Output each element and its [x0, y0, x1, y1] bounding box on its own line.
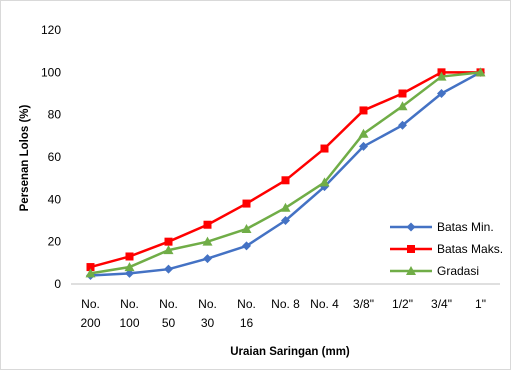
legend-label: Batas Min.	[437, 220, 494, 234]
data-point-batas-maks	[164, 237, 173, 246]
legend-label: Gradasi	[437, 264, 479, 278]
data-point-gradasi	[475, 67, 486, 77]
chart-frame	[0, 0, 511, 370]
y-tick-label: 0	[54, 277, 61, 291]
data-point-gradasi	[163, 245, 174, 255]
legend-swatch-marker	[407, 245, 415, 253]
data-point-batas-maks	[125, 252, 134, 261]
legend-item-batas-min: Batas Min.	[390, 220, 494, 234]
x-axis-title: Uraian Saringan (mm)	[230, 346, 350, 358]
y-tick-label: 40	[48, 192, 62, 206]
data-point-batas-min	[281, 216, 290, 225]
y-tick-label: 20	[48, 235, 62, 249]
legend-item-batas-maks: Batas Maks.	[390, 242, 503, 256]
series-gradasi	[85, 67, 486, 278]
data-point-batas-min	[125, 268, 134, 278]
series-layer	[85, 67, 486, 281]
data-point-batas-maks	[281, 176, 290, 185]
y-tick-label: 80	[48, 108, 62, 122]
legend-swatch-marker	[406, 222, 416, 232]
x-tick-label: 1/2"	[392, 297, 413, 311]
data-point-batas-maks	[203, 220, 212, 229]
legend-swatch-marker	[406, 266, 416, 275]
data-point-batas-min	[164, 264, 173, 274]
data-point-batas-maks	[359, 106, 368, 115]
data-point-batas-min	[203, 254, 212, 264]
y-axis-title: Persenan Lolos (%)	[19, 104, 31, 211]
data-point-batas-maks	[242, 199, 251, 208]
data-point-batas-min	[242, 241, 251, 251]
x-tick-label: 1"	[475, 297, 486, 311]
x-tick-label: No. 30	[198, 297, 217, 330]
x-tick-label: No. 50	[159, 297, 178, 330]
data-point-gradasi	[124, 262, 135, 272]
data-point-batas-maks	[398, 89, 407, 98]
data-point-batas-maks	[320, 144, 329, 153]
data-point-gradasi	[397, 101, 408, 111]
y-tick-label: 100	[41, 65, 61, 79]
y-tick-label: 60	[48, 150, 62, 164]
data-point-gradasi	[319, 177, 330, 187]
data-point-gradasi	[85, 268, 96, 278]
data-point-gradasi	[202, 236, 213, 246]
x-tick-label: No. 8	[271, 297, 300, 311]
data-point-gradasi	[436, 71, 447, 81]
legend-item-gradasi: Gradasi	[390, 264, 479, 278]
axes: 0 20 40 60 80 100 120 No. 200 No. 100 No. 50 No. 30 No.…	[41, 23, 500, 330]
data-point-batas-min	[359, 141, 368, 151]
x-tick-label: 3/8"	[353, 297, 374, 311]
data-point-gradasi	[358, 128, 369, 138]
data-point-batas-maks	[86, 263, 95, 272]
x-tick-label: No. 100	[119, 297, 139, 330]
legend-label: Batas Maks.	[437, 242, 503, 256]
x-tick-label: No. 200	[80, 297, 100, 330]
data-point-batas-min	[398, 120, 407, 130]
x-tick-label: No. 4	[310, 297, 339, 311]
legend: Batas Min. Batas Maks. Gradasi	[390, 220, 503, 278]
data-point-gradasi	[280, 202, 291, 212]
data-point-batas-min	[437, 89, 446, 98]
data-point-gradasi	[241, 223, 252, 233]
y-tick-label: 120	[41, 23, 61, 37]
x-tick-label: No. 16	[237, 297, 256, 330]
x-tick-label: 3/4"	[431, 297, 452, 311]
